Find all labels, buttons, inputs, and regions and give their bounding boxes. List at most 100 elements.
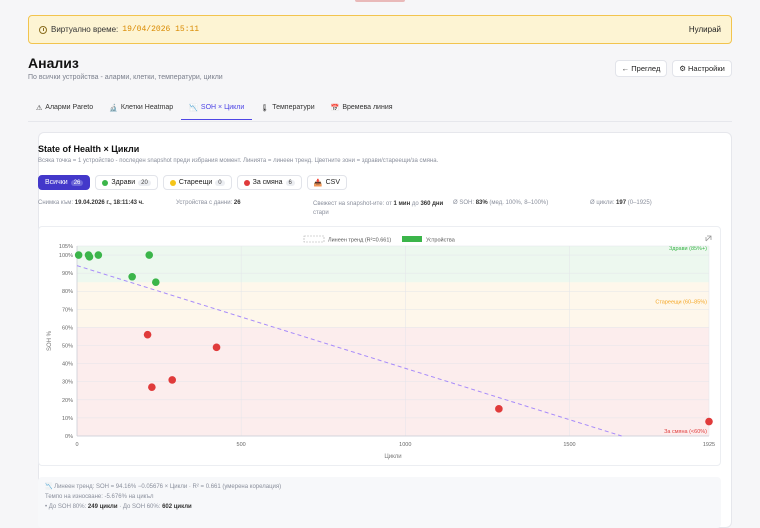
x-tick-label: 1925 [703, 442, 715, 448]
zone-band [77, 246, 709, 283]
projection-label: · До SOH 60%: [119, 504, 161, 510]
analysis-tabs: ⚠ Аларми Pareto 🔬 Клетки Heatmap 📉 SOH × Ци… [28, 100, 401, 122]
x-tick-label: 1500 [563, 442, 575, 448]
top-indicator [355, 0, 405, 2]
wear-rate: Темпо на износване: -5.676% на цикъл [45, 494, 154, 500]
tab-alarms-pareto[interactable]: ⚠ Аларми Pareto [28, 100, 101, 120]
stat-label: (мед. 100%, 8–100%) [489, 200, 549, 206]
y-tick-label: 90% [62, 271, 73, 277]
zone-label: Стареещи (60–85%) [655, 299, 707, 305]
clock-icon [39, 25, 47, 34]
y-tick-label: 50% [62, 344, 73, 350]
virtual-time-value: 19/04/2026 15:11 [122, 25, 200, 34]
legend-trend-swatch [303, 235, 325, 243]
data-point [74, 251, 83, 259]
data-point [85, 253, 94, 261]
tab-timeline[interactable]: 📅 Времева линия [323, 100, 401, 120]
chip-count: 26 [70, 179, 84, 186]
x-tick-label: 1000 [399, 442, 411, 448]
stat-label: Свежест на snapshot-ите: от [313, 201, 392, 207]
data-point [145, 251, 154, 259]
red-dot-icon [243, 179, 250, 186]
stat-label: Снимка към: [38, 200, 74, 206]
zone-label: За смяна (<60%) [664, 429, 707, 435]
x-axis-label: Цикли [384, 454, 401, 460]
tab-label: Аларми Pareto [45, 104, 94, 111]
virtual-time-banner: Виртуално време: 19/04/2026 15:11 Нулира… [28, 15, 732, 44]
csv-label: CSV [325, 179, 340, 186]
data-point [212, 343, 221, 352]
projection-label: • До SOH 80%: [45, 504, 87, 510]
soh-cycles-chart: Здрави (85%+) Стареещи (60–85%) За смяна (… [38, 226, 721, 466]
stat-value: 1 мин [393, 201, 411, 207]
expand-icon[interactable] [705, 235, 712, 242]
stat-soh: Ø SOH: 83% (мед. 100%, 8–100%) [453, 200, 548, 206]
legend-trend-label: Линеен тренд (R²=0.661) [328, 238, 391, 244]
stat-devices: Устройства с данни: 26 [176, 200, 241, 206]
filter-replace[interactable]: За смяна 6 [236, 175, 302, 190]
stat-value: 197 [616, 200, 627, 206]
virtual-time-label: Виртуално време: [51, 25, 119, 34]
stat-cycles: Ø цикли: 197 (0–1925) [590, 200, 652, 206]
stat-value: 26 [233, 200, 241, 206]
data-point [143, 330, 152, 339]
trend-summary: 📉 Линеен тренд: SOH = 94.16% −0.05676 × … [38, 477, 721, 528]
x-tick-label: 0 [75, 442, 78, 448]
tab-cells-heatmap[interactable]: 🔬 Клетки Heatmap [101, 100, 181, 120]
card-title: State of Health × Цикли [38, 144, 140, 154]
chip-count: 0 [215, 179, 225, 186]
chip-count: 20 [138, 179, 151, 186]
projection: • До SOH 80%: 249 цикли · До SOH 60%: 60… [45, 502, 714, 512]
stat-label: Устройства с данни: [176, 200, 233, 206]
y-tick-label: 40% [62, 362, 73, 368]
stat-value: 360 [420, 201, 431, 207]
tab-label: Клетки Heatmap [120, 104, 174, 111]
stat-label: Ø цикли: [590, 200, 615, 206]
filter-all[interactable]: Всички 26 [38, 175, 91, 190]
data-point [168, 376, 177, 384]
filter-aging[interactable]: Стареещи 0 [162, 175, 232, 190]
stat-label: Ø SOH: [453, 200, 475, 206]
csv-export-button[interactable]: 📥 CSV [306, 175, 347, 190]
data-point [148, 383, 156, 391]
y-tick-label: 100% [59, 253, 73, 259]
legend-devices-label: Устройства [426, 237, 456, 244]
download-icon: 📥 [313, 179, 323, 187]
stat-snapshot: Снимка към: 19.04.2026 г., 18:11:43 ч. [38, 200, 144, 206]
tab-temperatures[interactable]: 🌡 Температури [252, 100, 322, 120]
tab-soh-cycles[interactable]: 📉 SOH × Цикли [181, 100, 253, 120]
stat-freshness: Свежест на snapshot-ите: от 1 мин до 360… [313, 200, 453, 218]
y-tick-label: 70% [62, 307, 73, 313]
stat-value: дни [432, 201, 444, 207]
tab-label: Температури [272, 104, 315, 111]
y-axis-label: SOH % [47, 330, 53, 351]
y-tick-label: 105% [59, 244, 73, 250]
tab-label: SOH × Цикли [200, 104, 245, 111]
y-tick-label: 80% [62, 289, 73, 295]
settings-button[interactable]: ⚙ Настройки [672, 60, 732, 77]
tabs-divider [28, 121, 732, 122]
data-point [495, 405, 503, 413]
stat-label: до [411, 201, 419, 207]
chart-svg: Здрави (85%+) Стареещи (60–85%) За смяна (… [47, 235, 715, 460]
yellow-dot-icon [169, 179, 176, 186]
data-point [151, 278, 160, 286]
stat-value: 83% [475, 200, 488, 206]
warning-icon: ⚠ [36, 105, 43, 112]
y-tick-label: 20% [62, 398, 73, 404]
filter-healthy[interactable]: Здрави 20 [95, 175, 158, 190]
filter-chips: Всички 26 Здрави 20 Стареещи 0 За смяна 6 📥 C… [38, 175, 347, 190]
review-button[interactable]: ← Преглед [615, 60, 667, 77]
data-point [128, 272, 136, 281]
chip-label: Здрави [111, 179, 136, 186]
y-tick-label: 10% [62, 416, 73, 422]
card-description: Всяка точка = 1 устройство - последен sn… [38, 158, 439, 164]
projection-value: 249 цикли [87, 504, 118, 510]
reset-button[interactable]: Нулирай [688, 25, 721, 34]
page-subtitle: По всички устройства - аларми, клетки, т… [28, 74, 223, 81]
y-tick-label: 30% [62, 380, 73, 386]
chart-down-icon: 📉 [189, 105, 198, 112]
stat-label: (0–1925) [627, 200, 652, 206]
tab-label: Времева линия [342, 104, 393, 111]
y-tick-label: 0% [65, 434, 73, 440]
